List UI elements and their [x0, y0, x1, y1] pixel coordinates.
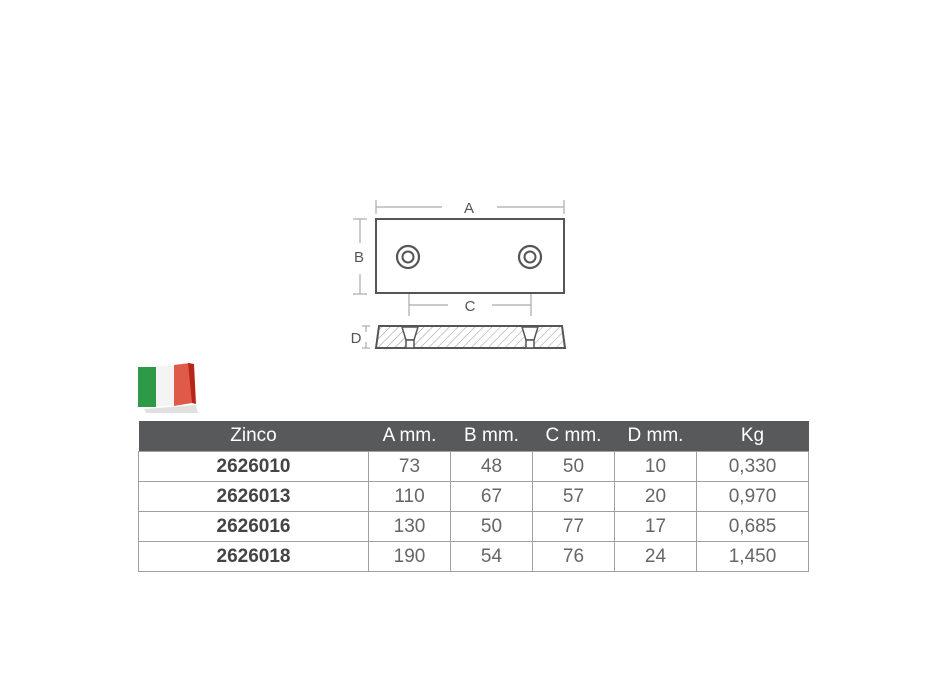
product-code-cell: 2626010 — [138, 451, 369, 482]
dimension-label-a: A — [464, 200, 474, 217]
product-code-cell: 2626016 — [138, 511, 369, 542]
value-cell: 0,685 — [696, 511, 809, 542]
table-header-row: Zinco A mm. B mm. C mm. D mm. Kg — [138, 421, 809, 452]
value-cell: 50 — [532, 451, 615, 482]
value-cell: 110 — [368, 481, 451, 512]
column-header: Kg — [696, 421, 809, 452]
value-cell: 67 — [450, 481, 533, 512]
value-cell: 0,330 — [696, 451, 809, 482]
value-cell: 190 — [368, 541, 451, 572]
value-cell: 50 — [450, 511, 533, 542]
dimension-label-d: D — [351, 330, 362, 347]
column-header: Zinco — [138, 421, 369, 452]
dimension-label-c: C — [465, 298, 476, 315]
product-code-cell: 2626013 — [138, 481, 369, 512]
column-header: D mm. — [614, 421, 697, 452]
value-cell: 20 — [614, 481, 697, 512]
table-row: 2626010 73 48 50 10 0,330 — [138, 451, 809, 482]
value-cell: 77 — [532, 511, 615, 542]
product-code-cell: 2626018 — [138, 541, 369, 572]
value-cell: 1,450 — [696, 541, 809, 572]
value-cell: 24 — [614, 541, 697, 572]
value-cell: 130 — [368, 511, 451, 542]
dimension-label-b: B — [354, 249, 364, 266]
value-cell: 10 — [614, 451, 697, 482]
value-cell: 54 — [450, 541, 533, 572]
value-cell: 76 — [532, 541, 615, 572]
table-row: 2626018 190 54 76 24 1,450 — [138, 541, 809, 572]
anode-dimension-diagram: A B C D — [351, 200, 567, 349]
value-cell: 17 — [614, 511, 697, 542]
value-cell: 0,970 — [696, 481, 809, 512]
value-cell: 57 — [532, 481, 615, 512]
column-header: C mm. — [532, 421, 615, 452]
column-header: A mm. — [368, 421, 451, 452]
value-cell: 48 — [450, 451, 533, 482]
table-row: 2626016 130 50 77 17 0,685 — [138, 511, 809, 542]
value-cell: 73 — [368, 451, 451, 482]
column-header: B mm. — [450, 421, 533, 452]
product-spec-table: Zinco A mm. B mm. C mm. D mm. Kg 2626010 73 48 5… — [138, 421, 809, 572]
italy-flag-icon — [138, 363, 198, 413]
table-row: 2626013 110 67 57 20 0,970 — [138, 481, 809, 512]
